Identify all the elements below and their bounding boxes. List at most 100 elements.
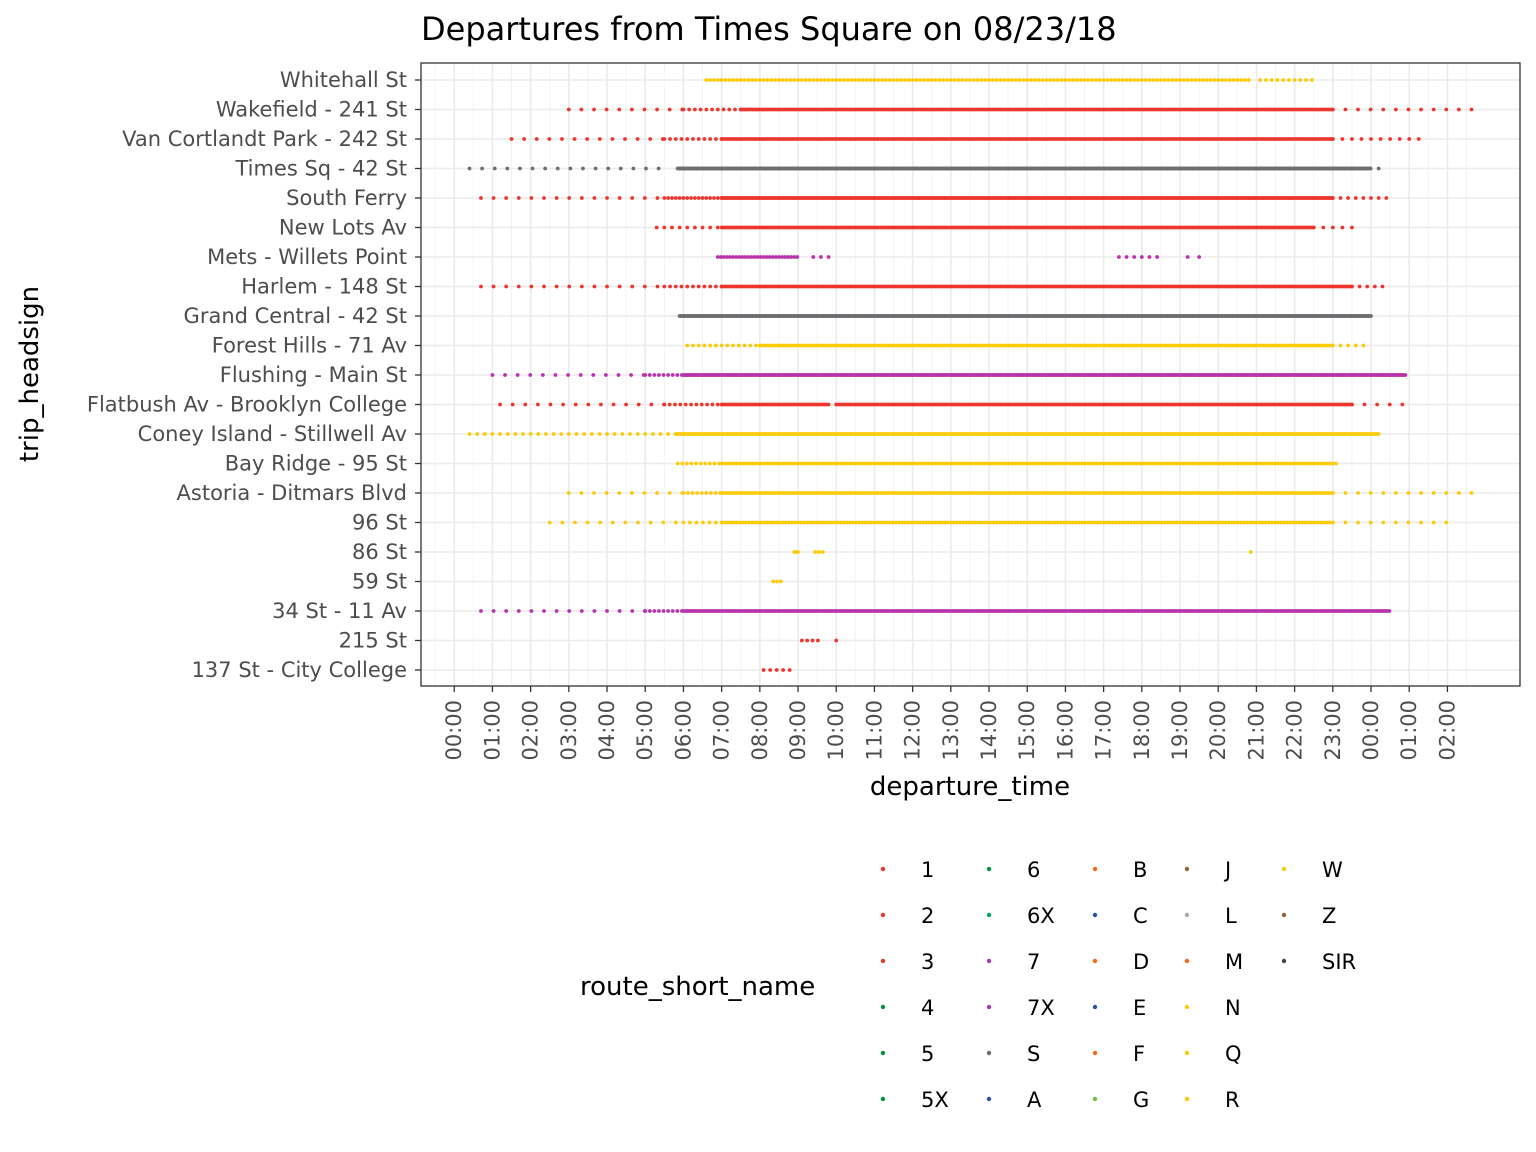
data-point — [670, 373, 675, 377]
data-point — [834, 638, 839, 643]
data-point — [979, 520, 984, 525]
data-point — [1275, 461, 1280, 466]
data-point — [811, 461, 816, 466]
data-point — [909, 461, 913, 466]
data-point — [1049, 461, 1054, 466]
data-point — [1113, 520, 1118, 525]
data-point — [662, 284, 667, 289]
data-point — [630, 284, 635, 289]
data-point — [1202, 520, 1207, 525]
data-point — [715, 196, 720, 200]
data-point — [1220, 461, 1225, 466]
data-point — [1444, 491, 1449, 495]
data-point — [884, 461, 889, 466]
data-point — [695, 491, 700, 495]
data-point — [912, 461, 917, 466]
data-point — [826, 402, 831, 407]
data-point — [655, 284, 660, 289]
data-point — [616, 373, 621, 377]
data-point — [942, 520, 947, 525]
data-point — [1135, 461, 1140, 466]
data-point — [685, 343, 690, 348]
data-point — [1353, 343, 1358, 348]
data-point — [955, 520, 959, 525]
data-point — [698, 461, 703, 466]
data-point — [1233, 461, 1237, 466]
data-point — [1208, 461, 1213, 466]
data-point — [1387, 609, 1392, 613]
data-point — [719, 461, 724, 466]
data-point — [1294, 461, 1299, 466]
data-point — [841, 461, 846, 466]
data-point — [786, 520, 791, 525]
data-point — [1062, 520, 1066, 525]
data-point — [623, 520, 628, 525]
data-point — [528, 373, 533, 377]
data-point — [620, 432, 625, 436]
data-point — [921, 520, 926, 525]
data-point — [1242, 520, 1247, 525]
data-point — [805, 638, 810, 643]
data-point — [775, 579, 779, 584]
data-point — [1260, 520, 1265, 525]
data-point — [1340, 225, 1345, 230]
data-point — [1135, 520, 1140, 525]
data-point — [529, 196, 534, 200]
data-point — [927, 461, 932, 466]
data-point — [872, 461, 877, 466]
data-point — [1089, 520, 1094, 525]
data-point — [820, 550, 825, 554]
data-point — [1205, 520, 1210, 525]
data-point — [1309, 461, 1314, 466]
data-point — [592, 491, 596, 495]
data-point — [1080, 520, 1085, 525]
data-point — [1343, 491, 1348, 495]
data-point — [719, 520, 724, 525]
data-point — [1037, 461, 1042, 466]
data-point — [548, 402, 553, 407]
series-2 — [498, 402, 1405, 407]
data-point — [780, 520, 785, 525]
data-point — [1126, 520, 1130, 525]
data-point — [617, 609, 622, 613]
data-point — [643, 609, 648, 613]
data-point — [799, 461, 803, 466]
data-point — [1150, 520, 1155, 525]
data-point — [1165, 520, 1170, 525]
data-point — [516, 196, 521, 200]
data-point — [1321, 520, 1326, 525]
data-point — [696, 284, 701, 289]
data-point — [1368, 491, 1373, 495]
data-point — [838, 520, 843, 525]
data-point — [1365, 284, 1370, 289]
data-point — [662, 225, 667, 230]
data-point — [942, 461, 947, 466]
data-point — [1022, 520, 1027, 525]
data-point — [1144, 461, 1149, 466]
data-point — [811, 255, 816, 259]
data-point — [1141, 520, 1146, 525]
data-point — [810, 638, 815, 643]
data-point — [1196, 461, 1201, 466]
data-point — [988, 461, 993, 466]
data-point — [681, 196, 686, 200]
data-point — [790, 520, 794, 525]
data-point — [675, 609, 680, 613]
data-point — [668, 284, 672, 289]
data-point — [774, 461, 779, 466]
data-point — [1239, 520, 1244, 525]
data-point — [1165, 461, 1170, 466]
data-point — [504, 284, 509, 289]
data-points — [467, 78, 1474, 672]
data-point — [918, 461, 923, 466]
data-point — [1159, 520, 1164, 525]
data-point — [903, 461, 907, 466]
data-point — [1330, 491, 1335, 495]
data-point — [567, 609, 572, 613]
data-point — [1181, 520, 1185, 525]
data-point — [1288, 520, 1292, 525]
data-point — [1272, 461, 1277, 466]
data-point — [1086, 461, 1091, 466]
data-point — [1266, 520, 1271, 525]
data-point — [1275, 520, 1280, 525]
